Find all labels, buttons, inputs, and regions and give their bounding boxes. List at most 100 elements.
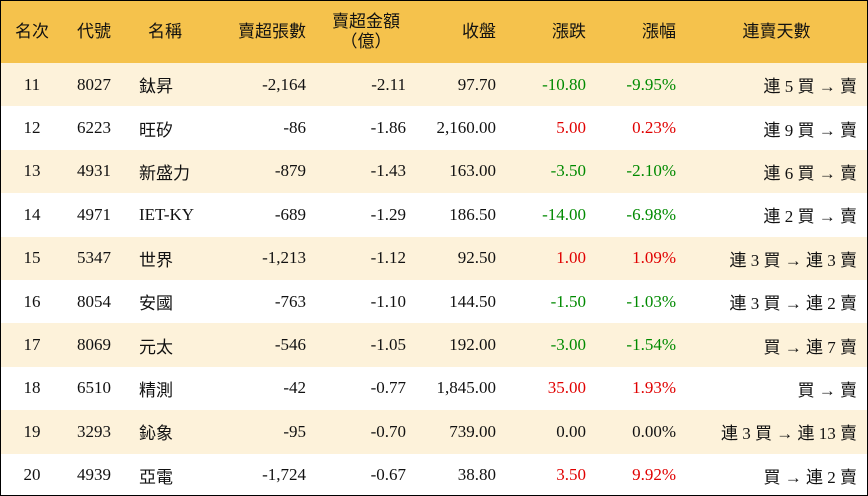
rank-cell: 18 <box>23 378 41 398</box>
header-cell: 漲跌 <box>506 1 596 63</box>
table-row: 17 8069 元太 -546 -1.05 192.00 -3.00 -1.54% 買 → 連 … <box>1 323 867 367</box>
name-cell: 世界 <box>125 236 205 280</box>
change-cell: 35.00 <box>547 378 586 398</box>
change-pct-cell: 1.93% <box>632 378 676 398</box>
header-cell: 名稱 <box>125 1 205 63</box>
change-pct-cell: 9.92% <box>632 465 676 485</box>
net-sell-lots-cell: -1,213 <box>205 236 316 280</box>
name-cell: 元太 <box>125 323 205 367</box>
net-sell-amount-cell: -0.77 <box>370 378 406 398</box>
change-pct-cell: -6.98% <box>626 204 676 224</box>
table-row: 14 4971 IET-KY -689 -1.29 186.50 -14.00 -6.98% 連… <box>1 193 867 236</box>
change-cell: 1.00 <box>506 236 596 280</box>
streak-cell: 買 → 連 7 賣 <box>686 323 867 367</box>
net-sell-lots-cell: -689 <box>274 204 306 224</box>
net-sell-lots-cell: -763 <box>274 291 306 311</box>
net-sell-amount-cell: -1.12 <box>316 236 416 280</box>
streak-cell: 連 3 買 → 連 3 賣 <box>686 236 867 280</box>
name-cell: 亞電 <box>139 467 173 487</box>
change-pct-cell: 0.00% <box>596 410 686 454</box>
change-pct-cell: 0.23% <box>632 118 676 138</box>
net-sell-lots-cell: -879 <box>205 149 316 194</box>
net-sell-amount-cell: -1.43 <box>316 149 416 194</box>
change-cell: -3.50 <box>506 149 596 194</box>
code-cell: 4971 <box>77 204 111 224</box>
code-cell: 6510 <box>77 378 111 398</box>
net-sell-amount-cell: -0.67 <box>370 465 406 485</box>
code-cell: 6223 <box>77 118 111 138</box>
header-cell: 賣超張數 <box>205 1 316 63</box>
name-cell: 新盛力 <box>125 149 205 194</box>
change-pct-cell: -9.95% <box>596 63 686 107</box>
close-cell: 92.50 <box>416 236 506 280</box>
rank-cell: 17 <box>1 323 63 367</box>
net-sell-lots-cell: -2,164 <box>205 63 316 107</box>
streak-cell: 買 → 賣 <box>797 380 858 400</box>
name-cell: 安國 <box>139 294 173 314</box>
code-cell: 3293 <box>63 410 125 454</box>
streak-cell: 連 2 買 → 賣 <box>763 207 858 227</box>
net-sell-lots-cell: -42 <box>283 378 306 398</box>
header-cell: 代號 <box>63 1 125 63</box>
rank-cell: 12 <box>23 118 41 138</box>
table-row: 20 4939 亞電 -1,724 -0.67 38.80 3.50 9.92% 買 → 連 2… <box>1 454 867 495</box>
table-row: 16 8054 安國 -763 -1.10 144.50 -1.50 -1.03% 連 3 買 … <box>1 280 867 323</box>
streak-cell: 連 3 買 → 連 2 賣 <box>729 294 858 314</box>
change-cell: 0.00 <box>506 410 596 454</box>
change-pct-cell: -1.03% <box>626 291 676 311</box>
net-sell-lots-cell: -546 <box>205 323 316 367</box>
change-cell: 5.00 <box>556 118 586 138</box>
code-cell: 8069 <box>63 323 125 367</box>
net-sell-amount-cell: -0.70 <box>316 410 416 454</box>
streak-cell: 買 → 連 2 賣 <box>763 467 858 487</box>
header-cell: 連賣天數 <box>686 1 867 63</box>
rank-cell: 15 <box>1 236 63 280</box>
rank-cell: 16 <box>23 291 41 311</box>
close-cell: 192.00 <box>416 323 506 367</box>
table-row: 15 5347 世界 -1,213 -1.12 92.50 1.00 1.09% 連 3 買 →… <box>1 236 867 280</box>
name-cell: 精測 <box>139 380 173 400</box>
table-row: 12 6223 旺矽 -86 -1.86 2,160.00 5.00 0.23% 連 9 買 →… <box>1 106 867 149</box>
streak-cell: 連 3 買 → 連 13 賣 <box>686 410 867 454</box>
streak-cell: 連 9 買 → 賣 <box>763 120 858 140</box>
table-row: 18 6510 精測 -42 -0.77 1,845.00 35.00 1.93% 買 → 賣 <box>1 367 867 410</box>
streak-cell: 連 5 買 → 賣 <box>686 63 867 107</box>
header-row: 名次 代號 名稱 賣超張數 賣超金額 （億） 收盤 漲跌 漲幅 連賣天數 <box>1 1 867 63</box>
name-cell: 鈊象 <box>125 410 205 454</box>
rank-cell: 13 <box>1 149 63 194</box>
change-pct-cell: -1.54% <box>596 323 686 367</box>
change-cell: 3.50 <box>556 465 586 485</box>
change-cell: -14.00 <box>542 204 586 224</box>
close-cell: 739.00 <box>416 410 506 454</box>
code-cell: 4931 <box>63 149 125 194</box>
close-cell: 186.50 <box>449 204 496 224</box>
net-sell-amount-cell: -1.10 <box>370 291 406 311</box>
net-sell-lots-cell: -86 <box>283 118 306 138</box>
rank-cell: 14 <box>23 204 41 224</box>
table-row: 13 4931 新盛力 -879 -1.43 163.00 -3.50 -2.10% 連 6 買… <box>1 149 867 194</box>
close-cell: 163.00 <box>416 149 506 194</box>
rank-cell: 20 <box>23 465 41 485</box>
code-cell: 8054 <box>77 291 111 311</box>
header-cell: 收盤 <box>416 1 506 63</box>
change-cell: -1.50 <box>550 291 586 311</box>
net-sell-lots-cell: -1,724 <box>262 465 306 485</box>
net-sell-lots-cell: -95 <box>205 410 316 454</box>
rank-cell: 19 <box>1 410 63 454</box>
table-body: 11 8027 鈦昇 -2,164 -2.11 97.70 -10.80 -9.95% 連 5 … <box>1 63 867 495</box>
close-cell: 144.50 <box>449 291 496 311</box>
code-cell: 4939 <box>77 465 111 485</box>
header-cell: 名次 <box>1 1 63 63</box>
table-row: 11 8027 鈦昇 -2,164 -2.11 97.70 -10.80 -9.95% 連 5 … <box>1 63 867 107</box>
close-cell: 2,160.00 <box>436 118 497 138</box>
header-cell: 賣超金額 （億） <box>316 1 416 63</box>
close-cell: 97.70 <box>416 63 506 107</box>
net-sell-amount-cell: -2.11 <box>316 63 416 107</box>
change-pct-cell: -2.10% <box>596 149 686 194</box>
header-cell: 漲幅 <box>596 1 686 63</box>
name-cell: 旺矽 <box>139 120 173 140</box>
name-cell: 鈦昇 <box>125 63 205 107</box>
close-cell: 38.80 <box>457 465 496 485</box>
